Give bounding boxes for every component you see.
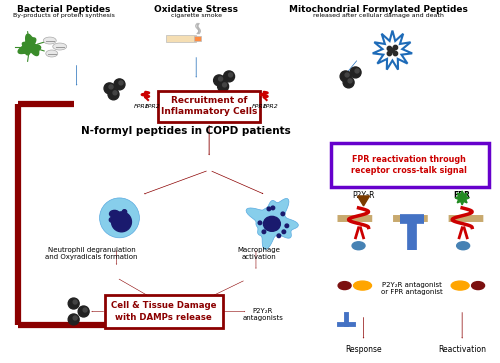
Text: released after cellular damage and death: released after cellular damage and death	[313, 13, 444, 18]
Circle shape	[218, 81, 228, 92]
Ellipse shape	[352, 242, 365, 250]
Circle shape	[68, 298, 79, 309]
Circle shape	[343, 77, 354, 88]
Text: P2Y₂R antagonist
or FPR antagonist: P2Y₂R antagonist or FPR antagonist	[382, 282, 443, 295]
Ellipse shape	[472, 282, 484, 290]
Circle shape	[73, 316, 77, 320]
Circle shape	[104, 83, 115, 94]
Text: Recruitment of
Inflammatory Cells: Recruitment of Inflammatory Cells	[161, 96, 258, 117]
Circle shape	[119, 81, 123, 85]
Text: cigarette smoke: cigarette smoke	[170, 13, 222, 18]
Circle shape	[113, 91, 117, 95]
Text: Response: Response	[345, 345, 382, 354]
Circle shape	[277, 234, 280, 237]
Circle shape	[281, 212, 284, 216]
Text: P2Y₂R: P2Y₂R	[352, 191, 375, 200]
Circle shape	[345, 73, 349, 77]
Circle shape	[390, 48, 394, 53]
Circle shape	[271, 206, 274, 210]
FancyBboxPatch shape	[330, 143, 489, 187]
FancyBboxPatch shape	[105, 295, 222, 328]
Circle shape	[108, 89, 119, 100]
Circle shape	[393, 45, 398, 50]
Ellipse shape	[354, 281, 372, 290]
Circle shape	[282, 230, 286, 234]
Text: P2Y₂R
antagonists: P2Y₂R antagonists	[242, 307, 284, 321]
Circle shape	[100, 198, 140, 238]
Text: Bacterial Peptides: Bacterial Peptides	[17, 5, 110, 14]
Ellipse shape	[264, 216, 280, 231]
Text: FPR2: FPR2	[263, 104, 279, 109]
Ellipse shape	[338, 282, 351, 290]
Text: Neutrophil degranulation
and Oxyradicals formation: Neutrophil degranulation and Oxyradicals…	[46, 247, 138, 260]
Circle shape	[258, 221, 262, 225]
Circle shape	[224, 71, 234, 82]
Circle shape	[387, 46, 392, 51]
Circle shape	[348, 79, 352, 83]
Circle shape	[122, 210, 126, 214]
Ellipse shape	[46, 50, 58, 57]
Text: By-products of protein synthesis: By-products of protein synthesis	[13, 13, 114, 18]
Circle shape	[350, 67, 361, 78]
Circle shape	[112, 212, 132, 232]
Circle shape	[393, 51, 398, 56]
FancyBboxPatch shape	[158, 91, 260, 122]
Ellipse shape	[451, 281, 469, 290]
Circle shape	[109, 85, 113, 89]
Text: N-formyl peptides in COPD patients: N-formyl peptides in COPD patients	[82, 126, 291, 136]
Ellipse shape	[44, 37, 56, 44]
Circle shape	[73, 300, 77, 304]
Ellipse shape	[456, 242, 469, 250]
Polygon shape	[18, 34, 40, 56]
Circle shape	[114, 224, 118, 228]
Circle shape	[262, 230, 266, 234]
Text: FPR reactivation through
receptor cross-talk signal: FPR reactivation through receptor cross-…	[352, 155, 468, 175]
Circle shape	[355, 69, 359, 73]
Bar	[166, 34, 196, 41]
Polygon shape	[372, 30, 412, 70]
Ellipse shape	[110, 211, 120, 217]
Circle shape	[387, 51, 392, 56]
Circle shape	[218, 77, 222, 81]
Text: FPR1: FPR1	[134, 104, 150, 109]
Text: FPR2: FPR2	[144, 104, 160, 109]
Polygon shape	[246, 199, 298, 249]
Circle shape	[68, 314, 79, 325]
Circle shape	[78, 306, 89, 317]
Text: FPR: FPR	[454, 191, 470, 200]
Circle shape	[214, 75, 224, 86]
Ellipse shape	[52, 43, 66, 50]
Circle shape	[83, 308, 87, 312]
Bar	[194, 36, 201, 41]
Polygon shape	[358, 196, 370, 206]
Circle shape	[267, 207, 270, 211]
Circle shape	[222, 83, 226, 87]
Text: Cell & Tissue Damage
with DAMPs release: Cell & Tissue Damage with DAMPs release	[110, 301, 216, 322]
Text: Oxidative Stress: Oxidative Stress	[154, 5, 238, 14]
Circle shape	[110, 218, 114, 222]
Text: Mitochondrial Formylated Peptides: Mitochondrial Formylated Peptides	[289, 5, 468, 14]
Circle shape	[228, 73, 232, 77]
Circle shape	[340, 71, 351, 82]
Text: Reactivation: Reactivation	[438, 345, 486, 354]
Text: FPR1: FPR1	[252, 104, 268, 109]
Text: Macrophage
activation: Macrophage activation	[238, 247, 281, 260]
Circle shape	[114, 79, 125, 90]
Circle shape	[285, 224, 288, 228]
Polygon shape	[455, 191, 469, 205]
